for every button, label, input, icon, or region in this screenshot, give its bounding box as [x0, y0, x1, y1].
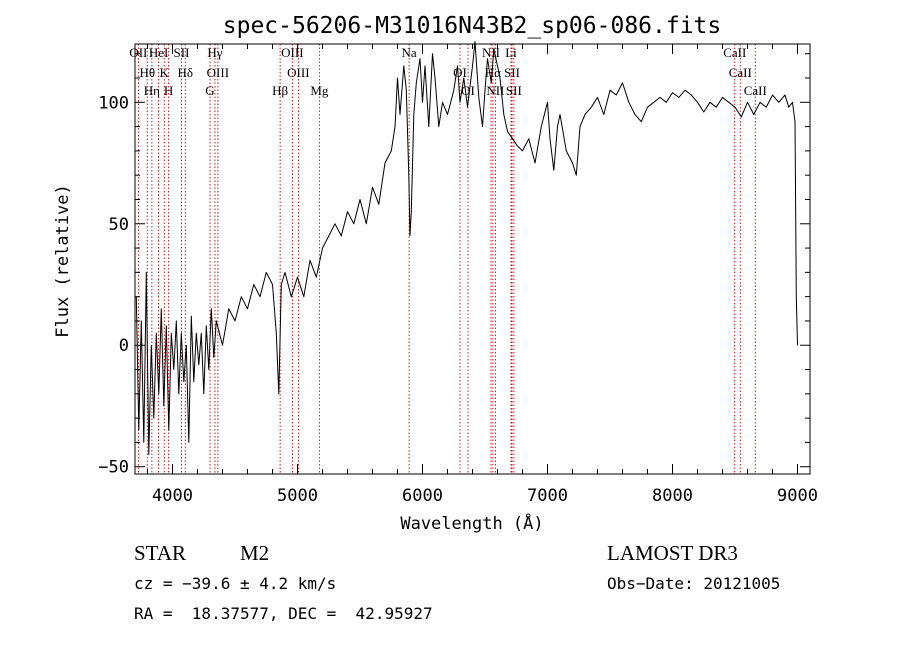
sky-coordinates: RA = 18.37577, DEC = 42.95927	[134, 604, 433, 623]
line-label: Hγ	[207, 45, 222, 60]
x-tick-label: 4000	[152, 486, 193, 506]
line-label: NII	[486, 83, 504, 98]
line-label: Hδ	[177, 65, 193, 80]
line-label: SII	[504, 65, 520, 80]
spectral-line-labels: OIIHθHηHeIKHSIIHδGHγOIIIHβOIIIOIIIMgNaOI…	[129, 45, 766, 98]
line-label: Hα	[485, 65, 501, 80]
line-label: G	[205, 83, 214, 98]
line-label: OI	[461, 83, 475, 98]
y-tick-label: 100	[98, 93, 129, 113]
line-label: Na	[402, 45, 417, 60]
object-class: STAR	[134, 541, 186, 565]
x-tick-label: 8000	[652, 486, 693, 506]
y-axis-label: Flux (relative)	[53, 184, 73, 338]
chart-title: spec-56206-M31016N43B2_sp06-086.fits	[223, 13, 722, 39]
line-label: OIII	[287, 65, 309, 80]
line-label: NII	[482, 45, 500, 60]
x-tick-label: 9000	[777, 486, 818, 506]
y-tick-label: −50	[98, 458, 129, 478]
y-tick-label: 50	[109, 215, 129, 235]
line-label: CaII	[723, 45, 746, 60]
line-label: Hθ	[139, 65, 155, 80]
line-label: HeI	[149, 45, 169, 60]
line-label: K	[160, 65, 170, 80]
line-label: Li	[505, 45, 517, 60]
line-label: Hη	[144, 83, 160, 98]
tick-labels: 4000 5000 6000 7000 8000 9000 −50 0 50 100	[98, 93, 818, 506]
line-label: CaII	[744, 83, 767, 98]
plot-frame	[134, 43, 811, 475]
plot-axes	[134, 43, 811, 475]
line-label: OI	[453, 65, 467, 80]
line-label: CaII	[729, 65, 752, 80]
y-tick-label: 0	[119, 336, 129, 356]
observation-date: Obs−Date: 20121005	[607, 574, 780, 593]
line-label: SII	[506, 83, 522, 98]
x-tick-label: 6000	[402, 486, 443, 506]
spectrum-line	[135, 41, 798, 456]
spectral-line-markers	[137, 44, 756, 474]
survey-name: LAMOST DR3	[607, 541, 738, 565]
line-label: OII	[129, 45, 147, 60]
line-label: H	[164, 83, 173, 98]
line-label: Mg	[310, 83, 329, 98]
line-label: Hβ	[272, 83, 288, 98]
x-tick-label: 7000	[527, 486, 568, 506]
redshift-velocity: cz = −39.6 ± 4.2 km/s	[134, 574, 336, 593]
x-tick-label: 5000	[277, 486, 318, 506]
line-label: OIII	[207, 65, 229, 80]
x-axis-label: Wavelength (Å)	[400, 512, 543, 534]
line-label: OIII	[281, 45, 303, 60]
line-label: SII	[174, 45, 190, 60]
spectrum-series	[135, 41, 798, 456]
object-subclass: M2	[240, 541, 269, 565]
